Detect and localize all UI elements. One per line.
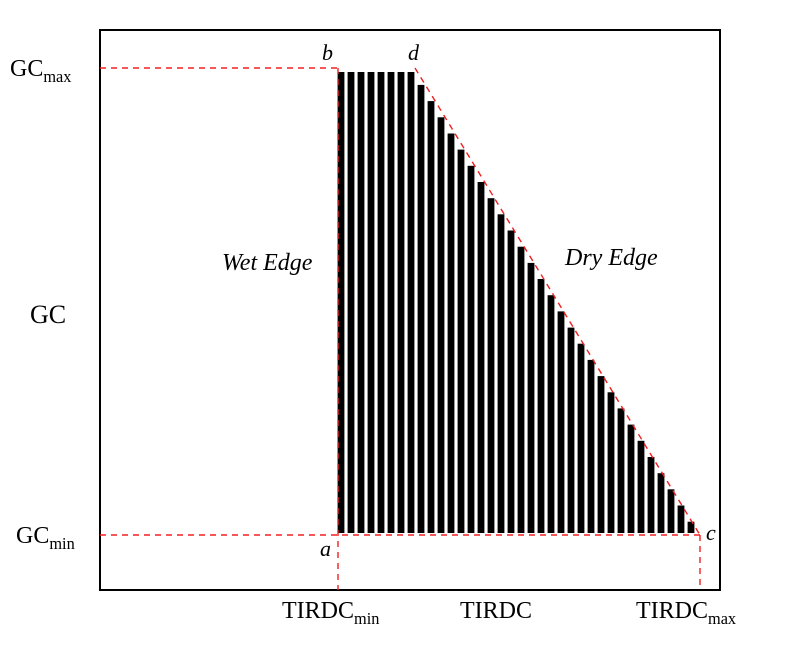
- data-cloud: [338, 72, 695, 533]
- chart-svg: [0, 0, 786, 660]
- y-axis-label: GC: [30, 300, 66, 330]
- x-axis-label: TIRDC: [460, 598, 532, 625]
- point-c-label: c: [706, 520, 716, 546]
- x-min-label: TIRDCmin: [282, 598, 379, 629]
- wet-edge-label: Wet Edge: [222, 250, 312, 277]
- point-a-label: a: [320, 536, 331, 562]
- y-max-label: GCmax: [10, 56, 71, 87]
- point-d-label: d: [408, 40, 419, 66]
- dry-edge-label: Dry Edge: [565, 245, 658, 272]
- point-b-label: b: [322, 40, 333, 66]
- chart-container: GCmax GC GCmin TIRDCmin TIRDC TIRDCmax a…: [0, 0, 786, 660]
- y-min-label: GCmin: [16, 523, 75, 554]
- x-max-label: TIRDCmax: [636, 598, 736, 629]
